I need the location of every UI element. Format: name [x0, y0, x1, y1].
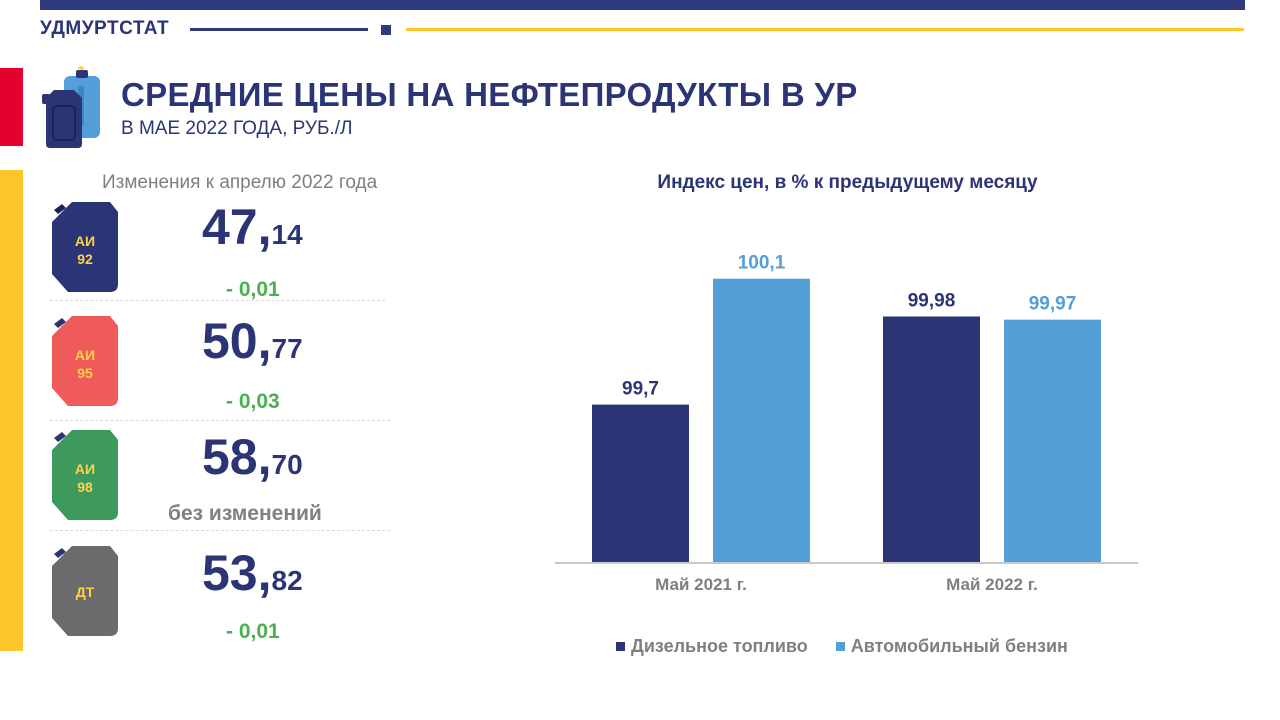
can-label-ai95-line2: 95 — [77, 365, 93, 381]
can-label-ai98-line1: АИ — [75, 461, 95, 477]
row-divider — [50, 530, 390, 531]
fuel-row-dt: ДТ 53,82 - 0,01 — [40, 540, 400, 650]
bar-gasoline-1 — [713, 278, 810, 562]
data-label-diesel-1: 99,7 — [622, 379, 659, 400]
side-accent-yellow — [0, 170, 23, 651]
row-divider — [50, 420, 390, 421]
data-label-gasoline-2: 99,97 — [1029, 294, 1077, 315]
header-rule-navy — [190, 28, 368, 31]
legend-swatch-gasoline — [835, 642, 845, 651]
category-label-1: Май 2021 г. — [655, 575, 747, 594]
legend-item-diesel: Дизельное топливо — [616, 636, 808, 657]
bar-diesel-1 — [592, 404, 689, 562]
fuel-can-ai98-icon: АИ 98 — [52, 430, 118, 520]
can-label-ai95-line1: АИ — [75, 347, 95, 363]
price-ai95: 50,77 — [202, 312, 303, 370]
can-label-ai92-line1: АИ — [75, 233, 95, 249]
fuel-can-dt-icon: ДТ — [52, 546, 118, 636]
price-dt: 53,82 — [202, 544, 303, 602]
changes-caption: Изменения к апрелю 2022 года — [102, 172, 378, 193]
side-accent-red — [0, 68, 23, 146]
legend-item-gasoline: Автомобильный бензин — [835, 636, 1068, 657]
can-label-dt-line1: ДТ — [76, 584, 95, 600]
price-ai98-frac: 70 — [271, 449, 303, 480]
legend-swatch-diesel — [616, 642, 625, 651]
price-ai95-int: 50, — [202, 313, 272, 369]
fuel-row-ai98: АИ 98 58,70 без изменений — [40, 424, 400, 534]
change-ai95: - 0,03 — [226, 390, 280, 413]
price-ai98-int: 58, — [202, 429, 272, 485]
chart-legend: Дизельное топливо Автомобильный бензин — [616, 636, 1096, 657]
price-ai95-frac: 77 — [271, 333, 303, 364]
header-rule-yellow — [406, 28, 1244, 31]
legend-label-diesel: Дизельное топливо — [631, 636, 808, 656]
price-ai92-frac: 14 — [271, 219, 303, 250]
fuel-can-ai95-icon: АИ 95 — [52, 316, 118, 406]
row-divider — [50, 300, 385, 301]
price-dt-frac: 82 — [271, 565, 303, 596]
price-ai92: 47,14 — [202, 198, 303, 256]
page-title: СРЕДНИЕ ЦЕНЫ НА НЕФТЕПРОДУКТЫ В УР — [121, 76, 858, 113]
header-rule-square — [381, 25, 391, 35]
can-label-ai92-line2: 92 — [77, 251, 93, 267]
change-ai98: без изменений — [168, 502, 322, 525]
fuel-row-ai92: АИ 92 47,14 - 0,01 — [40, 196, 400, 306]
bar-gasoline-2 — [1004, 319, 1101, 562]
price-ai92-int: 47, — [202, 199, 272, 255]
change-dt: - 0,01 — [226, 620, 280, 643]
brand-label: УДМУРТСТАТ — [40, 18, 170, 39]
fuel-row-ai95: АИ 95 50,77 - 0,03 — [40, 310, 400, 420]
legend-label-gasoline: Автомобильный бензин — [850, 636, 1068, 656]
price-dt-int: 53, — [202, 545, 272, 601]
top-bar — [40, 0, 1245, 10]
fuel-cans-icon — [42, 66, 100, 148]
price-index-bar-chart: 99,7 100,1 Май 2021 г. 99,98 99,97 Май 2022 г… — [555, 253, 1138, 594]
change-ai92: - 0,01 — [226, 278, 280, 301]
category-label-2: Май 2022 г. — [946, 575, 1038, 594]
data-label-diesel-2: 99,98 — [908, 291, 956, 312]
data-label-gasoline-1: 100,1 — [738, 253, 786, 274]
can-label-ai98-line2: 98 — [77, 479, 93, 495]
bar-diesel-2 — [883, 316, 980, 562]
page-subtitle: В МАЕ 2022 ГОДА, РУБ./Л — [121, 118, 353, 139]
fuel-can-ai92-icon: АИ 92 — [52, 202, 118, 292]
chart-title: Индекс цен, в % к предыдущему месяцу — [657, 172, 1038, 193]
price-ai98: 58,70 — [202, 428, 303, 486]
